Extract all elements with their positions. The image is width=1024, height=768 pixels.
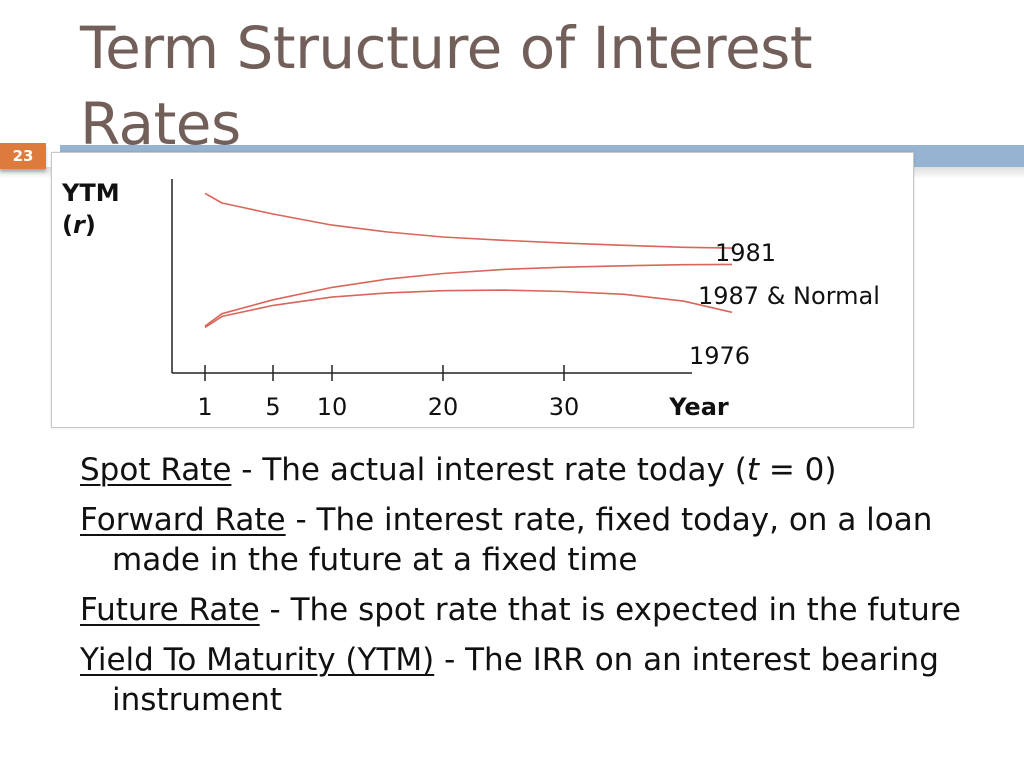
x-axis-label: Year (668, 393, 729, 421)
y-axis-label-text: YTM (62, 179, 120, 207)
series-line-0 (204, 192, 733, 249)
y-axis-label-variable: r (72, 211, 85, 239)
definition-future-rate-text: - The spot rate that is expected in the … (259, 592, 961, 628)
chart-figure: YTM (r) 1 5 10 20 30 Year 1981 1987 & Normal 197… (51, 152, 914, 428)
yield-curve-chart: 1 5 10 20 30 Year 1981 1987 & Normal 1976 (171, 179, 880, 421)
definition-spot-rate-tail: = 0) (758, 452, 837, 488)
definition-ytm: Yield To Maturity (YTM) - The IRR on an … (80, 640, 980, 720)
definition-spot-rate: Spot Rate - The actual interest rate tod… (80, 450, 980, 490)
term-forward-rate: Forward Rate (80, 502, 286, 538)
definition-ytm-text: - The IRR on an interest bearing instrum… (112, 642, 939, 718)
definition-forward-rate-text: - The interest rate, fixed today, on a l… (112, 502, 933, 578)
term-future-rate: Future Rate (80, 592, 260, 628)
series-label-1: 1987 & Normal (698, 282, 880, 310)
x-tick-label-5: 5 (265, 393, 280, 421)
definitions-list: Spot Rate - The actual interest rate tod… (80, 450, 980, 730)
series-label-0: 1981 (715, 239, 776, 267)
x-tick-label-20: 20 (428, 393, 459, 421)
x-tick-label-10: 10 (317, 393, 348, 421)
x-tick-label-30: 30 (549, 393, 580, 421)
term-ytm: Yield To Maturity (YTM) (80, 642, 435, 678)
series-line-1 (204, 263, 733, 327)
series-line-2 (204, 289, 733, 329)
term-spot-rate: Spot Rate (80, 452, 232, 488)
definition-future-rate: Future Rate - The spot rate that is expe… (80, 590, 980, 630)
definition-spot-rate-text: - The actual interest rate today ( (231, 452, 747, 488)
y-axis-label: YTM (r) (62, 179, 120, 239)
x-tick-label-1: 1 (197, 393, 212, 421)
slide-title: Term Structure of Interest Rates (80, 14, 813, 158)
series-label-2: 1976 (689, 342, 750, 370)
definition-spot-rate-variable: t (746, 452, 759, 488)
slide-number: 23 (0, 143, 46, 169)
definition-forward-rate: Forward Rate - The interest rate, fixed … (80, 500, 980, 580)
